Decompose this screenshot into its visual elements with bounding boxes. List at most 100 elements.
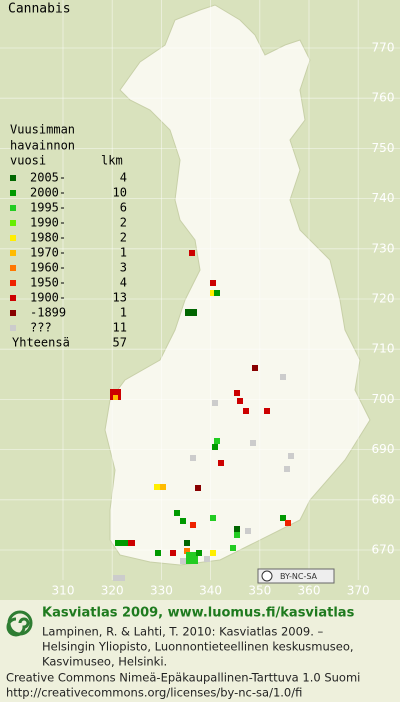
observation [189,250,195,256]
observation [237,398,243,404]
license-line: http://creativecommons.org/licenses/by-n… [6,686,302,700]
observation [128,540,135,546]
observation [195,485,201,491]
legend-label: 1990- [30,216,66,230]
x-grid-label: 350 [248,584,271,598]
observation [214,438,220,444]
y-grid-label: 700 [372,392,395,406]
observation [234,526,240,532]
legend-count: 6 [120,201,127,215]
observation [234,390,240,396]
observation [280,374,286,380]
citation-line: Helsingin Yliopisto, Luonnontieteellinen… [42,640,354,654]
cc-badge: BY-NC-SA [257,568,335,584]
x-grid-label: 310 [52,584,75,598]
observation [174,510,180,516]
observation [250,440,256,446]
legend-label: ??? [30,321,52,335]
legend-label: 1995- [30,201,66,215]
legend-swatch [10,250,16,256]
observation [243,408,249,414]
y-grid-label: 710 [372,342,395,356]
legend-swatch [10,265,16,271]
legend-count: 1 [120,306,127,320]
map-title: Cannabis [8,2,71,17]
y-grid-label: 690 [372,442,395,456]
observation [180,518,186,524]
legend-label: 1900- [30,291,66,305]
legend-label: 1980- [30,231,66,245]
legend-label: 1970- [30,246,66,260]
badge-box [257,568,335,584]
observation [210,515,216,521]
legend-count: 2 [120,231,127,245]
legend-label: 2005- [30,171,66,185]
observation [115,540,135,546]
observation [113,575,119,581]
legend-swatch [10,295,16,301]
legend-swatch [10,190,16,196]
observation [214,290,220,296]
legend-count: 11 [113,321,127,335]
legend-swatch [10,175,16,181]
license-line: Creative Commons Nimeä-Epäkaupallinen-Ta… [6,671,360,685]
observation [110,389,121,400]
observation [212,444,218,450]
legend-header: vuosi [10,154,46,168]
observation [212,400,218,406]
observations [110,250,294,581]
credits-headline: Kasviatlas 2009, www.luomus.fi/kasviatla… [42,606,355,621]
legend-count: 3 [120,261,127,275]
observation [185,309,197,316]
footer-background [0,600,400,702]
observation [190,522,196,528]
y-grid-label: 740 [372,191,395,205]
legend-count: 2 [120,216,127,230]
y-grid-label: 730 [372,241,395,255]
observation [113,395,118,400]
observation [154,484,160,490]
y-grid-label: 750 [372,141,395,155]
legend-count: 4 [120,276,127,290]
legend-total: 57 [113,336,127,350]
observation [119,575,125,581]
observation [230,545,236,551]
legend-swatch [10,235,16,241]
logo [6,610,33,637]
observation [210,280,216,286]
x-grid-label: 360 [298,584,321,598]
observation [196,550,202,556]
legend: Vuusimman havainnon vuosi lkm 2005- 4 2000… [10,123,127,350]
observation [184,548,190,554]
legend-swatch [10,205,16,211]
y-grid-label: 770 [372,41,395,55]
observation [190,455,196,461]
y-grid-label: 670 [372,543,395,557]
observation [245,528,251,534]
citation-line: Kasvimuseo, Helsinki. [42,655,167,669]
x-grid-label: 330 [150,584,173,598]
badge-text: BY-NC-SA [280,572,318,581]
x-grid-label: 340 [199,584,222,598]
legend-label: 1950- [30,276,66,290]
observation [264,408,270,414]
observation [186,552,198,564]
y-grid-label: 760 [372,91,395,105]
x-grid-label: 370 [347,584,370,598]
badge-icon [261,570,273,582]
legend-heading: Vuusimman [10,123,75,137]
citation-line: Lampinen, R. & Lahti, T. 2010: Kasviatla… [42,625,324,639]
legend-label: -1899 [30,306,66,320]
observation [184,540,190,546]
legend-total-label: Yhteensä [12,336,70,350]
observation [284,466,290,472]
observation [218,460,224,466]
observation [280,515,286,521]
legend-count: 13 [113,291,127,305]
observation [204,556,210,562]
legend-heading: havainnon [10,139,75,153]
legend-label: 1960- [30,261,66,275]
legend-swatch [10,310,16,316]
observation [155,550,161,556]
